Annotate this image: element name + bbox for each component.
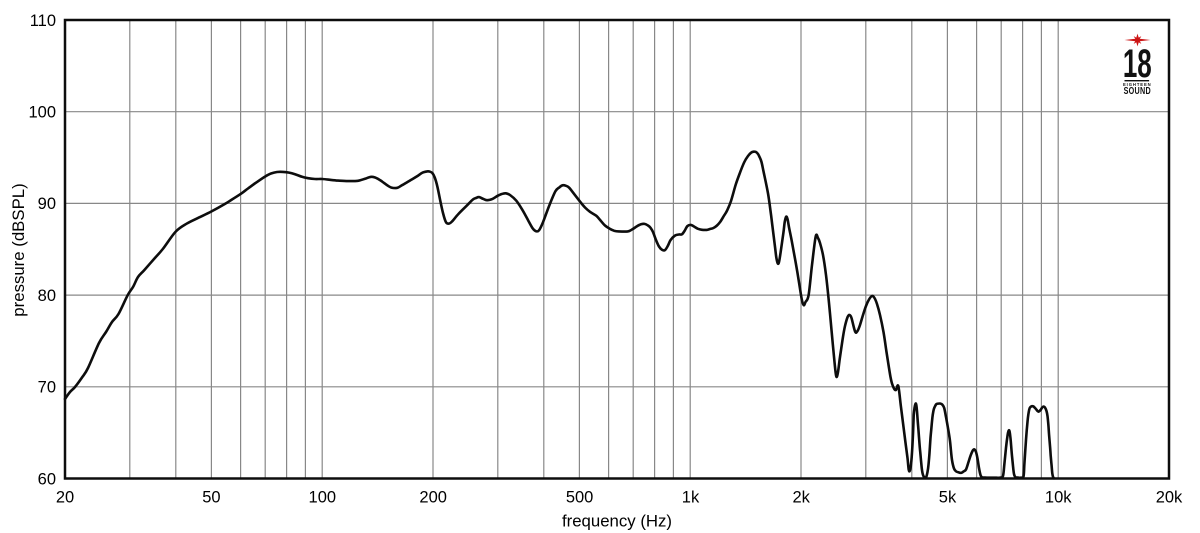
svg-text:50: 50 xyxy=(202,489,220,507)
svg-text:pressure (dBSPL): pressure (dBSPL) xyxy=(9,183,28,316)
svg-text:100: 100 xyxy=(28,104,56,122)
svg-text:1k: 1k xyxy=(682,489,700,507)
svg-text:60: 60 xyxy=(38,470,56,488)
svg-text:18: 18 xyxy=(1123,41,1152,86)
svg-text:200: 200 xyxy=(419,489,447,507)
svg-text:80: 80 xyxy=(38,287,56,305)
svg-text:2k: 2k xyxy=(792,489,810,507)
svg-text:110: 110 xyxy=(30,12,56,30)
svg-text:20: 20 xyxy=(56,489,74,507)
svg-text:EIGHTEEN: EIGHTEEN xyxy=(1123,82,1152,87)
svg-text:frequency (Hz): frequency (Hz) xyxy=(562,512,672,531)
svg-text:70: 70 xyxy=(38,379,56,397)
svg-text:5k: 5k xyxy=(939,489,957,507)
svg-text:500: 500 xyxy=(566,489,594,507)
svg-text:10k: 10k xyxy=(1045,489,1072,507)
svg-text:SOUND: SOUND xyxy=(1124,85,1151,96)
svg-text:100: 100 xyxy=(309,489,337,507)
svg-text:20k: 20k xyxy=(1156,489,1183,507)
svg-text:90: 90 xyxy=(38,195,56,213)
